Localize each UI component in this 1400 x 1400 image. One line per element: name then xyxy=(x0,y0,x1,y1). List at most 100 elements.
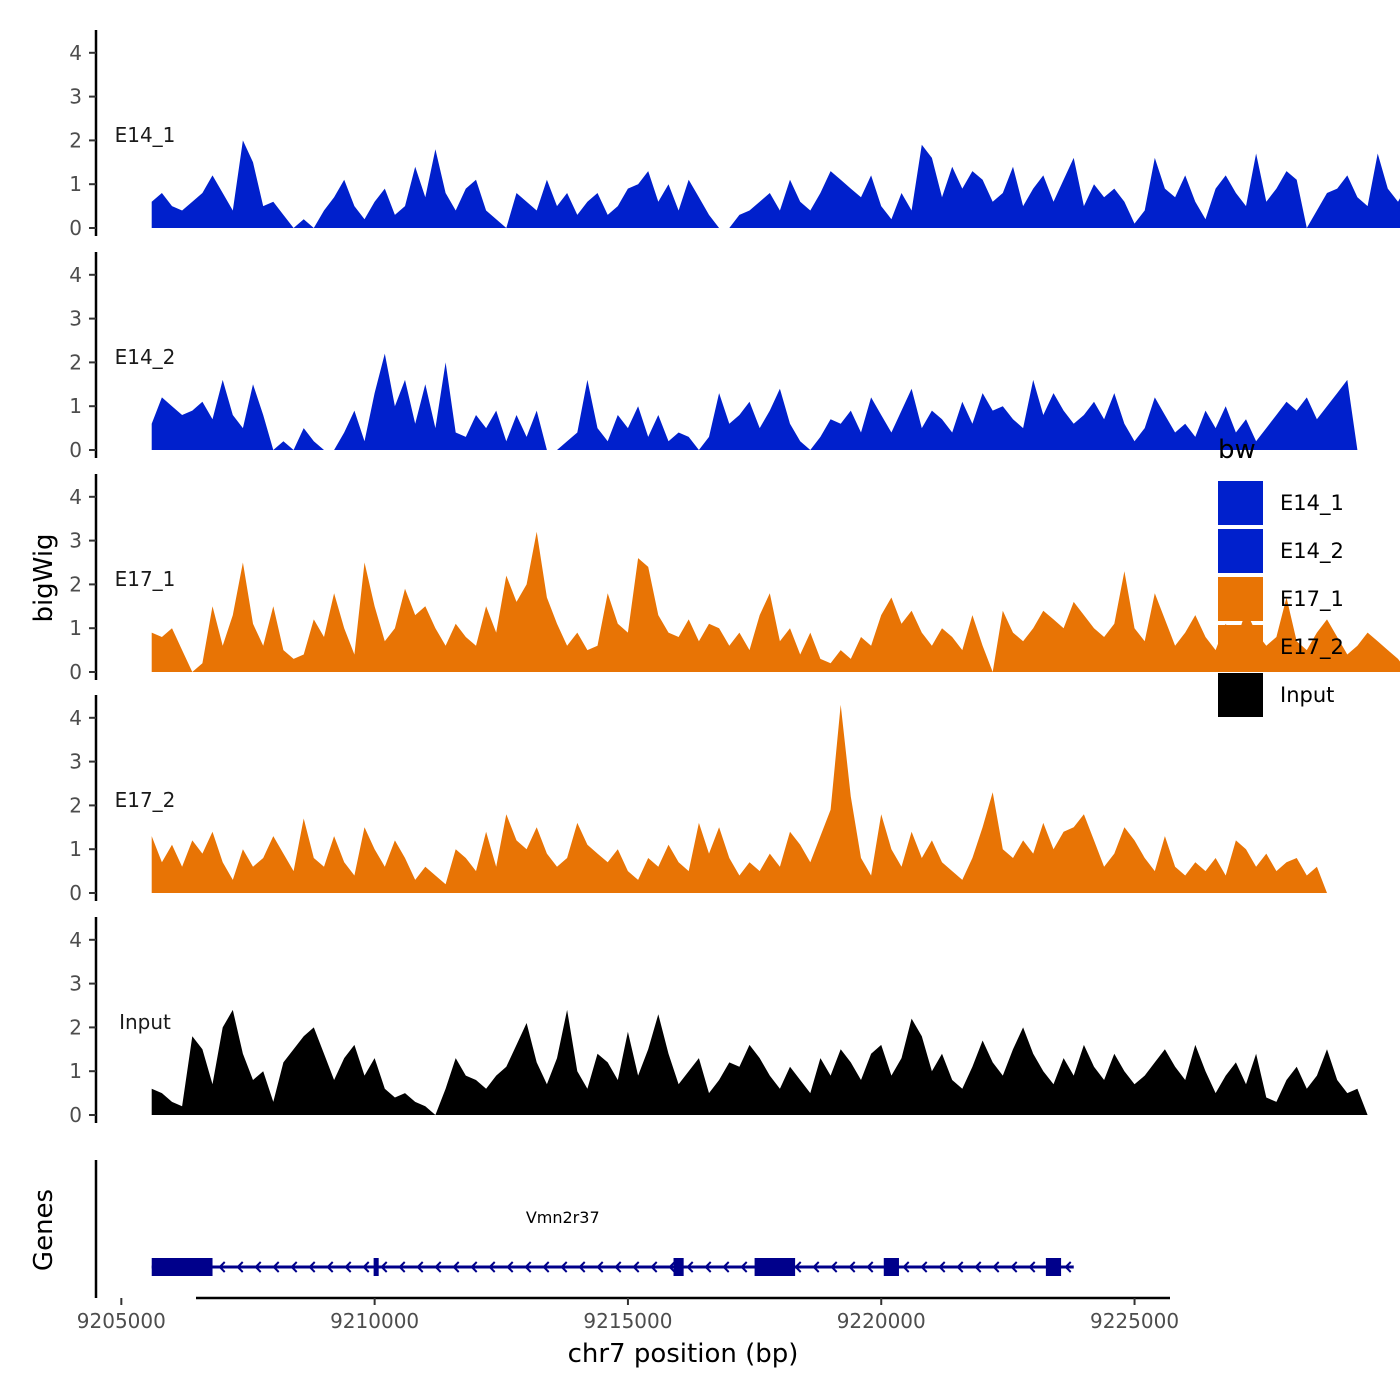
strand-arrow xyxy=(416,1261,424,1273)
x-axis: 9205000 9210000 9215000 9220000 9225000 xyxy=(77,1296,1179,1333)
strand-arrow xyxy=(254,1261,262,1273)
strand-arrow xyxy=(596,1261,604,1273)
strand-arrow xyxy=(362,1261,370,1273)
y-tick-label: 2 xyxy=(69,128,82,152)
y-tick-label: 4 xyxy=(69,706,82,730)
x-tick-label: 9210000 xyxy=(330,1309,419,1333)
exon xyxy=(373,1258,379,1276)
y-tick-label: 0 xyxy=(69,216,82,240)
exon xyxy=(151,1258,213,1276)
strand-arrow xyxy=(704,1261,712,1273)
x-tick-label: 9220000 xyxy=(837,1309,926,1333)
strand-arrow xyxy=(1028,1261,1036,1273)
legend-swatch xyxy=(1218,625,1263,669)
strand-arrow xyxy=(686,1261,694,1273)
exon xyxy=(754,1258,796,1276)
track-Input: 0 1 2 3 4 Input xyxy=(69,917,1400,1127)
strand-arrow xyxy=(866,1261,874,1273)
strand-arrow xyxy=(920,1261,928,1273)
strand-arrow xyxy=(560,1261,568,1273)
genes-layer: Vmn2r37 xyxy=(94,1160,1074,1298)
strand-arrow xyxy=(218,1261,226,1273)
strand-arrow xyxy=(524,1261,532,1273)
legend-swatch xyxy=(1218,577,1263,621)
y-tick-label: 3 xyxy=(69,85,82,109)
strand-arrow xyxy=(344,1261,352,1273)
strand-arrow xyxy=(488,1261,496,1273)
y-tick-label: 4 xyxy=(69,263,82,287)
strand-arrow xyxy=(956,1261,964,1273)
y-tick-label: 0 xyxy=(69,660,82,684)
y-tick-label: 2 xyxy=(69,572,82,596)
y-tick-label: 4 xyxy=(69,485,82,509)
y-tick-label: 3 xyxy=(69,750,82,774)
legend-swatch xyxy=(1218,481,1263,525)
strand-arrow xyxy=(614,1261,622,1273)
legend: bw E14_1 E14_2 E17_1 E17_2 Input xyxy=(1218,435,1344,717)
y-tick-label: 3 xyxy=(69,529,82,553)
legend-label: E17_2 xyxy=(1280,635,1344,660)
y-axis-title: bigWig xyxy=(29,533,59,622)
strand-arrow xyxy=(938,1261,946,1273)
y-tick-label: 2 xyxy=(69,350,82,374)
strand-arrow xyxy=(830,1261,838,1273)
track-label: E17_1 xyxy=(115,567,176,591)
strand-arrow xyxy=(668,1261,676,1273)
track-E17_2: 0 1 2 3 4 E17_2 xyxy=(69,695,1400,905)
strand-arrow xyxy=(632,1261,640,1273)
strand-arrow xyxy=(974,1261,982,1273)
legend-label: E17_1 xyxy=(1280,587,1344,612)
strand-arrow xyxy=(308,1261,316,1273)
y-tick-label: 1 xyxy=(69,394,82,418)
gene-Vmn2r37: Vmn2r37 xyxy=(151,1208,1074,1276)
legend-label: Input xyxy=(1280,683,1334,707)
signal-area-Input xyxy=(151,1009,1400,1115)
y-tick-label: 1 xyxy=(69,172,82,196)
signal-area-E14_2 xyxy=(151,353,1400,450)
strand-arrow xyxy=(1010,1261,1018,1273)
legend-swatch xyxy=(1218,529,1263,573)
y-tick-label: 2 xyxy=(69,1015,82,1039)
exon xyxy=(673,1258,684,1276)
strand-arrow xyxy=(506,1261,514,1273)
signal-area-E14_1 xyxy=(151,140,1400,228)
x-tick-label: 9225000 xyxy=(1090,1309,1179,1333)
x-tick-label: 9215000 xyxy=(583,1309,672,1333)
strand-arrow xyxy=(452,1261,460,1273)
strand-arrow xyxy=(236,1261,244,1273)
tracks-layer: 0 1 2 3 4 E14_1 0 1 2 3 4 E14_2 0 1 2 3 4 E17_1 0 1 2 3 4 E17_2… xyxy=(69,30,1400,1127)
exon xyxy=(1045,1258,1062,1276)
legend-label: E14_1 xyxy=(1280,491,1344,516)
legend-label: E14_2 xyxy=(1280,539,1344,564)
y-tick-label: 1 xyxy=(69,837,82,861)
strand-arrow xyxy=(290,1261,298,1273)
track-label: E14_1 xyxy=(115,123,176,147)
strand-arrow xyxy=(542,1261,550,1273)
exon xyxy=(883,1258,899,1276)
x-axis-title: chr7 position (bp) xyxy=(568,1339,799,1369)
y-tick-label: 2 xyxy=(69,793,82,817)
strand-arrow xyxy=(380,1261,388,1273)
strand-arrow xyxy=(902,1261,910,1273)
y-tick-label: 3 xyxy=(69,972,82,996)
track-E14_2: 0 1 2 3 4 E14_2 xyxy=(69,252,1400,462)
y-tick-label: 1 xyxy=(69,616,82,640)
y-tick-label: 3 xyxy=(69,307,82,331)
genes-axis-title: Genes xyxy=(29,1189,59,1271)
strand-arrow xyxy=(326,1261,334,1273)
legend-title: bw xyxy=(1218,435,1256,465)
strand-arrow xyxy=(650,1261,658,1273)
strand-arrow xyxy=(578,1261,586,1273)
track-label: Input xyxy=(119,1010,171,1034)
strand-arrow xyxy=(722,1261,730,1273)
signal-area-E17_2 xyxy=(151,704,1400,893)
x-tick-label: 9205000 xyxy=(77,1309,166,1333)
strand-arrow xyxy=(272,1261,280,1273)
strand-arrow xyxy=(794,1261,802,1273)
strand-arrow xyxy=(812,1261,820,1273)
track-label: E17_2 xyxy=(115,788,176,812)
legend-swatch xyxy=(1218,673,1263,717)
strand-arrow xyxy=(740,1261,748,1273)
y-tick-label: 4 xyxy=(69,928,82,952)
